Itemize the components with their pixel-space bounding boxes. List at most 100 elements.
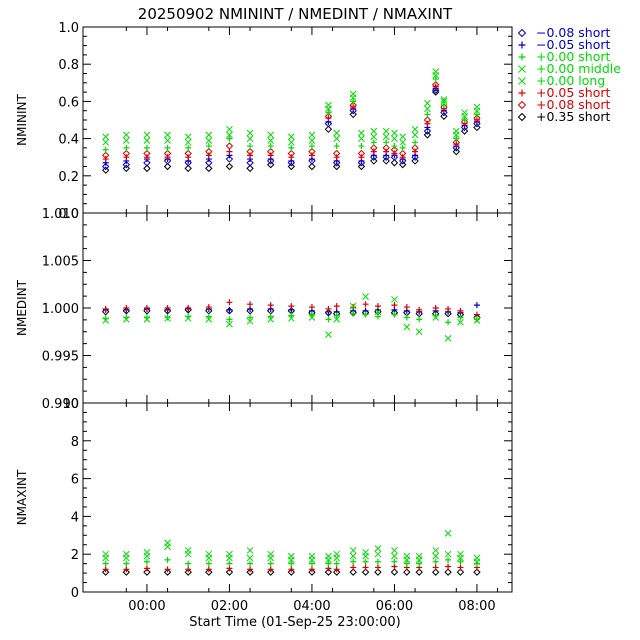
data-point [361,568,370,576]
data-point [164,556,171,563]
data-point [123,560,130,567]
data-point [431,86,440,94]
data-point [374,568,382,576]
series--0-35-short [101,88,481,174]
data-point [308,568,316,576]
data-point [444,550,452,558]
data-point [102,550,110,558]
data-point [333,129,341,137]
data-point [424,120,431,127]
data-point [267,131,275,139]
data-point [431,80,440,89]
data-point [333,143,340,150]
data-point [325,305,332,312]
data-point [143,149,151,158]
data-point [246,147,254,156]
legend-label: −0.08 short [536,25,611,40]
data-point [184,149,192,158]
data-point [246,129,254,137]
data-point [185,154,192,161]
y-tick-label: 2 [71,548,79,563]
x-axis-label: Start Time (01-Sep-25 23:00:00) [189,615,400,630]
data-point [358,135,365,142]
series--0-35-short [101,568,481,576]
data-point [398,160,407,169]
data-point [461,117,468,123]
data-point [184,164,192,173]
data-point [101,151,110,160]
data-point [205,143,212,150]
data-point [163,162,172,171]
data-point [143,316,151,323]
data-point [362,548,369,556]
data-point [423,127,432,135]
data-point [267,137,275,144]
series--0-08-short [101,80,481,160]
data-point [143,137,151,144]
data-point [324,125,333,134]
data-point [226,550,233,558]
data-point [205,304,212,311]
data-point [164,305,171,311]
data-point [247,314,254,321]
data-point [122,149,131,158]
data-point [246,568,254,576]
data-point [374,308,382,316]
data-point [225,568,234,576]
data-point [411,125,419,133]
data-point [412,148,419,155]
data-point [102,305,109,312]
data-point [473,554,481,562]
data-point [357,162,366,171]
data-point [163,157,172,165]
x-tick-label: 06:00 [376,599,413,614]
data-point [288,560,295,567]
data-point [403,323,411,331]
data-point [432,76,439,83]
data-point [308,304,315,311]
data-point [308,137,316,144]
data-point [423,131,432,139]
data-point [452,147,461,156]
data-point [143,131,151,139]
data-point [370,153,378,161]
data-point [226,125,233,133]
data-point [287,159,296,167]
data-point [267,313,274,320]
data-point [324,568,333,576]
data-point [424,99,431,107]
data-point [267,550,275,558]
data-point [102,566,109,573]
data-point [423,116,432,124]
data-point [184,315,192,322]
x-tick-label: 00:00 [128,599,165,614]
data-point [226,306,233,313]
data-point [333,550,341,558]
data-point [123,566,130,573]
legend: −0.08 short−0.05 short+0.00 short+0.00 m… [517,25,621,124]
data-point [246,307,254,315]
data-point [349,110,357,119]
data-point [205,159,213,167]
data-point [431,568,440,576]
data-point [205,137,213,144]
data-point [357,159,366,167]
data-point [205,313,212,320]
data-point [349,568,357,576]
data-point [411,157,419,165]
y-tick-label: 0.4 [58,133,79,148]
data-point [411,131,419,139]
y-tick-label: 1.0 [58,21,79,36]
data-point [226,560,233,567]
data-point [452,144,461,152]
legend-label: +0.08 short [536,97,611,112]
data-point [391,143,398,150]
data-point [164,314,171,321]
data-point [267,566,274,573]
data-point [349,101,357,109]
data-point [415,552,423,560]
y-axis-label: NMAXINT [15,469,29,525]
data-point [349,547,357,554]
data-point [440,102,447,109]
data-point [457,550,464,558]
